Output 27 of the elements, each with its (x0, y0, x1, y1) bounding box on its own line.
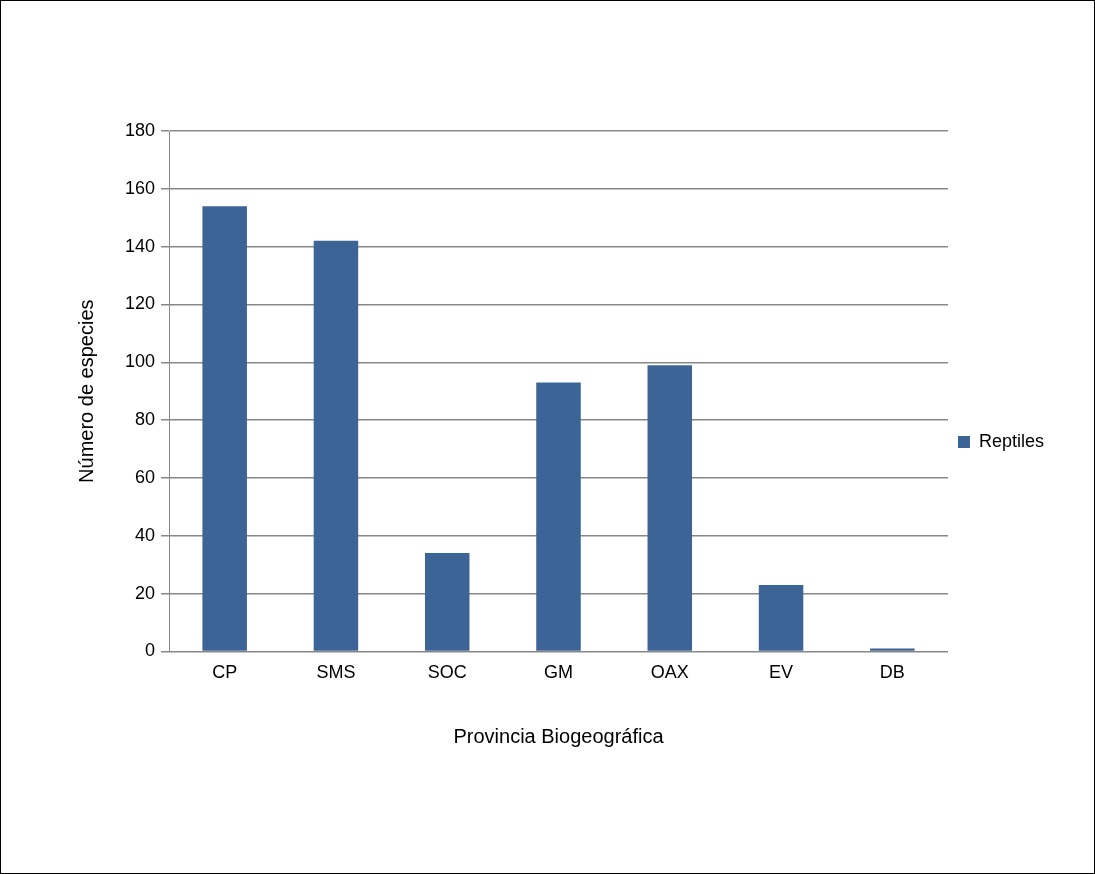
y-tick-label: 100 (124, 351, 156, 372)
y-tick-label: 80 (135, 409, 156, 430)
y-tick-label: 60 (135, 466, 156, 487)
bar (424, 553, 470, 651)
y-axis-title: Número de especies (74, 299, 97, 483)
y-tick-label: 180 (124, 119, 156, 140)
x-tick-label: OAX (650, 662, 689, 683)
x-tick-label: GM (544, 662, 573, 683)
x-tick-label: EV (769, 662, 794, 683)
y-tick-label: 120 (124, 293, 156, 314)
x-tick-label: DB (879, 662, 905, 683)
y-tick-label: 160 (124, 177, 156, 198)
x-axis-title: Provincia Biogeográfica (453, 724, 665, 747)
y-tick-label: 0 (145, 640, 156, 661)
bar (202, 206, 247, 651)
legend-label: Reptiles (978, 430, 1044, 451)
bar (536, 382, 581, 651)
y-tick-label: 40 (135, 524, 156, 545)
x-tick-label: SOC (427, 662, 467, 683)
y-tick-label: 140 (124, 235, 156, 256)
x-tick-label: CP (212, 662, 238, 683)
bar (647, 365, 693, 651)
bar (870, 648, 915, 651)
bar (313, 240, 359, 651)
x-tick-label: SMS (316, 662, 356, 683)
bar (758, 584, 804, 651)
y-tick-label: 20 (135, 582, 156, 603)
